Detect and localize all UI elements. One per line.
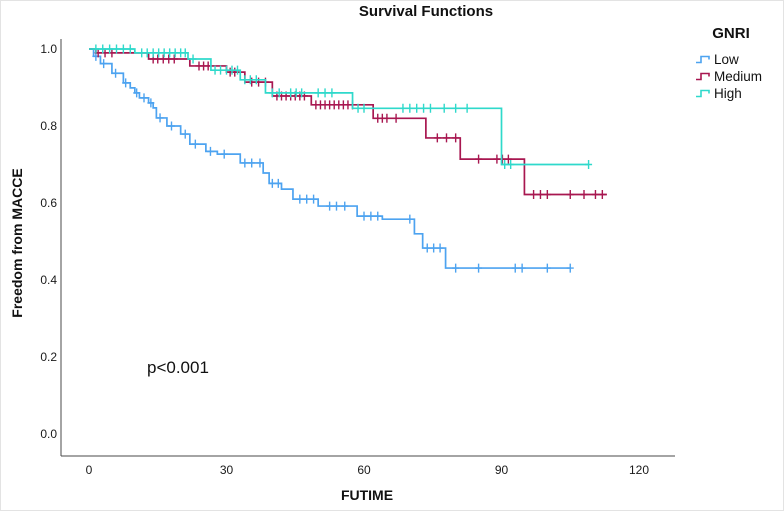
legend-step-swatch bbox=[696, 89, 710, 98]
legend-step-swatch bbox=[696, 55, 710, 64]
legend-item-high: High bbox=[695, 85, 783, 101]
x-tick-label: 60 bbox=[357, 463, 371, 477]
y-tick-label: 0.0 bbox=[40, 427, 57, 441]
legend: GNRI Low Medium High bbox=[695, 25, 783, 102]
censor-marks-low bbox=[92, 51, 574, 273]
y-tick-label: 0.6 bbox=[40, 196, 57, 210]
y-tick-label: 0.8 bbox=[40, 119, 57, 133]
legend-title: GNRI bbox=[712, 25, 750, 42]
x-axis-title: FUTIME bbox=[340, 487, 394, 503]
y-tick-label: 0.2 bbox=[40, 350, 57, 364]
censor-marks-high bbox=[92, 44, 593, 169]
x-tick-label: 30 bbox=[219, 463, 234, 477]
legend-item-low: Low bbox=[695, 51, 783, 67]
legend-item-label: Low bbox=[714, 51, 739, 67]
legend-item-medium: Medium bbox=[695, 68, 783, 84]
legend-item-label: High bbox=[714, 85, 742, 101]
x-tick-label: 120 bbox=[628, 463, 650, 477]
axes-spines bbox=[60, 39, 675, 457]
x-tick-label: 90 bbox=[494, 463, 509, 477]
y-axis-title: Freedom from MACCE bbox=[9, 168, 25, 318]
legend-item-label: Medium bbox=[714, 68, 763, 84]
y-tick-label: 0.4 bbox=[40, 273, 57, 287]
y-tick-label: 1.0 bbox=[40, 42, 57, 56]
legend-step-swatch bbox=[696, 72, 710, 81]
censor-marks-medium bbox=[94, 48, 606, 200]
legend-items: Low Medium High bbox=[695, 51, 783, 101]
chart-title: Survival Functions bbox=[358, 3, 494, 20]
x-tick-label: 0 bbox=[85, 463, 93, 477]
p-value-annotation: p<0.001 bbox=[147, 358, 209, 377]
